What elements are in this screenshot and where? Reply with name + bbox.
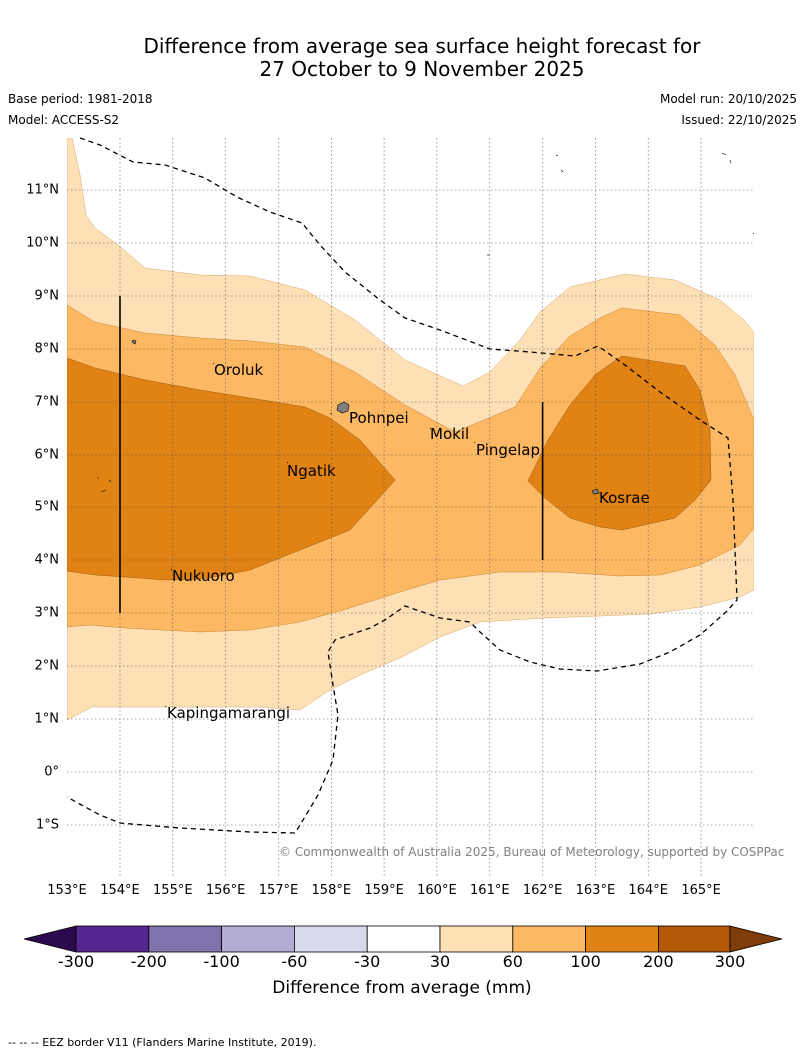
small-island-e bbox=[752, 232, 755, 235]
colorbar-tick: -30 bbox=[354, 952, 381, 971]
place-oroluk: Oroluk bbox=[214, 361, 264, 379]
colorbar-tick: -60 bbox=[281, 952, 308, 971]
island-dots bbox=[164, 362, 476, 708]
oroluk-reef bbox=[131, 339, 137, 345]
colorbar-bin-5 bbox=[366, 925, 441, 953]
map-title-line2: 27 October to 9 November 2025 bbox=[259, 57, 585, 81]
lat-label: 5°N bbox=[34, 499, 60, 515]
lon-label: 163°E bbox=[575, 883, 616, 898]
colorbar-bin-4 bbox=[293, 925, 368, 953]
eez-footnote: -- -- -- EEZ border V11 (Flanders Marine… bbox=[8, 1036, 317, 1049]
islands bbox=[97, 152, 755, 708]
lon-label: 157°E bbox=[258, 883, 299, 898]
place-pingelap: Pingelap bbox=[476, 441, 541, 459]
place-pohnpei: Pohnpei bbox=[349, 409, 409, 427]
lat-label: 4°N bbox=[34, 552, 60, 568]
lat-label: 1°N bbox=[34, 711, 60, 727]
lat-label: 11°N bbox=[26, 182, 59, 198]
model-name: Model: ACCESS-S2 bbox=[8, 113, 120, 127]
place-ngatik: Ngatik bbox=[287, 462, 336, 480]
base-period: Base period: 1981-2018 bbox=[8, 92, 153, 106]
issued-date: Issued: 22/10/2025 bbox=[681, 113, 797, 127]
contour-100-200-west bbox=[67, 357, 396, 581]
model-run: Model run: 20/10/2025 bbox=[659, 92, 797, 106]
lon-label: 162°E bbox=[522, 883, 563, 898]
lon-label: 160°E bbox=[417, 883, 457, 898]
place-kapingamarangi: Kapingamarangi bbox=[167, 704, 291, 722]
place-kosrae: Kosrae bbox=[599, 489, 650, 507]
lon-label: 156°E bbox=[205, 883, 246, 898]
lat-label: 0° bbox=[44, 764, 59, 780]
colorbar-tick: -100 bbox=[203, 952, 240, 971]
colorbar-tick: 300 bbox=[714, 952, 746, 971]
lat-label: 7°N bbox=[34, 394, 60, 410]
lon-label: 161°E bbox=[470, 883, 510, 898]
colorbar-under bbox=[23, 925, 77, 953]
colorbar-bin-1 bbox=[75, 925, 150, 953]
pohnpei-island bbox=[336, 401, 350, 414]
colorbar-bin-3 bbox=[221, 925, 295, 953]
small-island-b bbox=[721, 152, 732, 164]
colorbar-tick: 30 bbox=[429, 952, 451, 971]
small-island-a bbox=[555, 154, 564, 173]
lat-label: 3°N bbox=[34, 605, 60, 621]
lon-label: 154°E bbox=[100, 883, 140, 898]
kosrae-island bbox=[591, 488, 600, 495]
lon-label: 155°E bbox=[153, 883, 193, 898]
copyright-notice: © Commonwealth of Australia 2025, Bureau… bbox=[279, 845, 785, 859]
colorbar-tick: -200 bbox=[130, 952, 167, 971]
lat-label: 6°N bbox=[34, 447, 60, 463]
lat-label: 2°N bbox=[34, 658, 60, 674]
colorbar-label: Difference from average (mm) bbox=[272, 978, 532, 998]
colorbar bbox=[23, 925, 783, 953]
colorbar-bin-8 bbox=[585, 925, 659, 953]
map-title-line1: Difference from average sea surface heig… bbox=[143, 34, 701, 58]
colorbar-tick: 200 bbox=[643, 952, 674, 971]
lat-label: 8°N bbox=[34, 341, 60, 357]
grid-lines bbox=[67, 138, 754, 878]
colorbar-tick: -300 bbox=[57, 952, 95, 971]
colorbar-bin-9 bbox=[658, 925, 731, 953]
lon-label: 153°E bbox=[47, 883, 87, 898]
lon-label: 158°E bbox=[311, 883, 352, 898]
colorbar-bin-2 bbox=[148, 925, 223, 953]
lon-label: 159°E bbox=[364, 883, 404, 898]
lon-label: 165°E bbox=[681, 883, 721, 898]
eez-border bbox=[66, 137, 738, 834]
colorbar-tick: 60 bbox=[502, 952, 523, 971]
colorbar-over bbox=[729, 925, 783, 953]
colorbar-bin-6 bbox=[439, 925, 514, 953]
colorbar-tick: 100 bbox=[570, 952, 601, 971]
contour-100-200-east bbox=[527, 355, 712, 531]
lon-label: 164°E bbox=[628, 883, 668, 898]
place-nukuoro: Nukuoro bbox=[172, 567, 235, 585]
lat-label: 9°N bbox=[34, 288, 60, 304]
lat-label: 1°S bbox=[35, 817, 59, 833]
place-mokil: Mokil bbox=[430, 425, 470, 443]
colorbar-bin-7 bbox=[512, 925, 586, 953]
map-fill-layers bbox=[67, 138, 754, 721]
small-island-d bbox=[97, 477, 112, 493]
lat-label: 10°N bbox=[26, 235, 59, 251]
